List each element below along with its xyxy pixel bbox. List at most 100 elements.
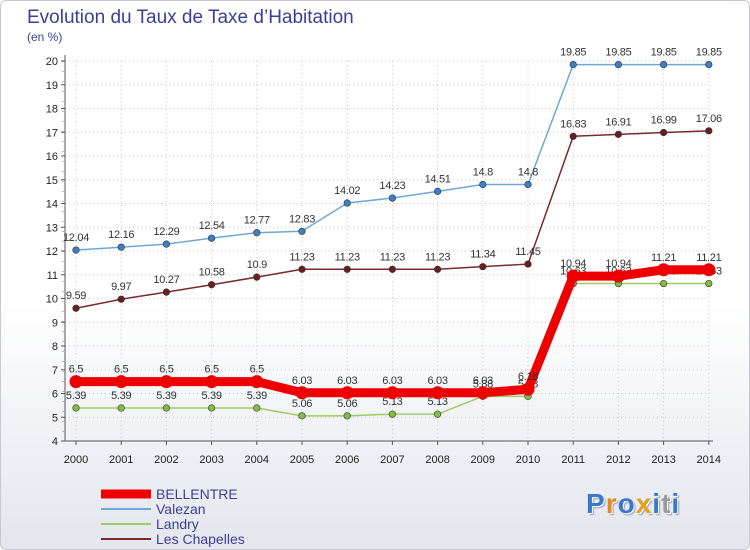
legend-label-bellentre: BELLENTRE xyxy=(156,486,238,502)
data-point-les-chapelles xyxy=(298,265,306,273)
data-label-bellentre: 6.03 xyxy=(382,375,402,387)
data-label-landry: 5.88 xyxy=(473,378,493,390)
data-label-valezan: 19.85 xyxy=(651,47,677,59)
data-point-valezan xyxy=(569,60,577,69)
data-label-les-chapelles: 10.58 xyxy=(199,267,225,279)
series-les-chapelles: 9.59 9.97 10.27 10.58 10.9 11.23 11.23 11.23 11.… xyxy=(66,113,722,312)
data-label-les-chapelles: 11.23 xyxy=(380,251,405,263)
y-axis-unit-label: (en %) xyxy=(27,30,63,44)
data-label-bellentre: 6.03 xyxy=(473,375,493,387)
data-point-valezan xyxy=(388,194,397,202)
data-point-landry xyxy=(434,410,442,418)
data-point-les-chapelles xyxy=(72,304,80,312)
data-label-valezan: 19.85 xyxy=(696,47,722,59)
x-tick-label: 2003 xyxy=(199,454,223,466)
data-label-les-chapelles: 10.27 xyxy=(153,274,179,286)
y-tick-label: 18 xyxy=(46,104,58,116)
x-tick-label: 2013 xyxy=(651,454,675,466)
data-label-bellentre: 11.21 xyxy=(696,252,721,264)
data-label-landry: 5.39 xyxy=(111,390,131,402)
data-point-landry xyxy=(343,412,351,420)
y-tick-label: 7 xyxy=(52,365,58,377)
data-point-bellentre xyxy=(69,375,83,389)
data-label-bellentre: 10.94 xyxy=(605,258,631,270)
data-label-bellentre: 6.03 xyxy=(337,375,357,387)
data-point-bellentre xyxy=(521,382,535,396)
y-tick-label: 15 xyxy=(46,175,58,187)
data-point-bellentre xyxy=(657,263,671,277)
data-point-valezan xyxy=(479,180,487,189)
y-tick-label: 17 xyxy=(46,127,58,139)
data-label-les-chapelles: 16.83 xyxy=(560,118,586,130)
data-label-valezan: 14.23 xyxy=(379,180,405,192)
data-label-les-chapelles: 10.9 xyxy=(247,259,267,271)
data-point-bellentre xyxy=(476,386,490,400)
data-label-landry: 5.06 xyxy=(337,398,357,410)
data-label-valezan: 12.77 xyxy=(244,215,270,227)
x-tick-label: 2012 xyxy=(606,454,630,466)
data-label-landry: 5.39 xyxy=(156,390,176,402)
y-tick-label: 6 xyxy=(52,389,58,401)
y-tick-label: 10 xyxy=(46,294,58,306)
data-label-valezan: 14.8 xyxy=(518,167,538,179)
series-bellentre: 6.5 6.5 6.5 6.5 6.5 6.03 6.03 6.03 6.03 6.03 6.18 1… xyxy=(69,252,722,400)
data-point-valezan xyxy=(705,60,713,69)
logo-letter: x xyxy=(635,488,653,519)
data-point-les-chapelles xyxy=(569,132,577,140)
proxiti-logo: Proxiti xyxy=(586,488,680,520)
data-point-landry xyxy=(117,404,125,412)
data-point-les-chapelles xyxy=(162,288,170,296)
data-label-bellentre: 6.5 xyxy=(250,364,265,376)
data-label-les-chapelles: 11.23 xyxy=(289,251,314,263)
x-tick-label: 2001 xyxy=(109,454,133,466)
data-point-les-chapelles xyxy=(434,265,442,273)
x-tick-label: 2002 xyxy=(154,454,178,466)
data-point-valezan xyxy=(434,187,442,195)
data-point-valezan xyxy=(117,243,125,251)
data-label-les-chapelles: 9.59 xyxy=(66,290,86,302)
data-point-landry xyxy=(659,279,668,288)
data-label-bellentre: 10.94 xyxy=(560,258,586,270)
x-tick-label: 2005 xyxy=(290,454,314,466)
data-label-les-chapelles: 16.99 xyxy=(651,114,677,126)
data-point-les-chapelles xyxy=(343,265,351,273)
data-label-valezan: 12.29 xyxy=(153,226,179,238)
logo-letter: o xyxy=(617,488,636,519)
data-point-les-chapelles xyxy=(479,263,487,271)
data-label-les-chapelles: 17.06 xyxy=(696,113,722,125)
data-point-landry xyxy=(298,412,306,420)
data-point-landry xyxy=(72,404,80,412)
x-tick-label: 2004 xyxy=(245,454,269,466)
data-point-landry xyxy=(208,404,216,412)
data-label-valezan: 19.85 xyxy=(560,47,586,59)
y-tick-label: 16 xyxy=(46,151,58,163)
y-tick-label: 5 xyxy=(52,412,58,424)
data-label-valezan: 14.8 xyxy=(473,167,493,179)
data-label-les-chapelles: 11.23 xyxy=(335,251,360,263)
data-point-les-chapelles xyxy=(253,273,261,281)
logo-letter: P xyxy=(586,488,606,519)
data-label-landry: 5.06 xyxy=(292,398,312,410)
data-label-bellentre: 6.03 xyxy=(292,375,312,387)
data-point-valezan xyxy=(72,246,80,254)
logo-letter: r xyxy=(605,488,618,519)
x-tick-label: 2011 xyxy=(561,454,585,466)
data-label-valezan: 12.54 xyxy=(199,220,225,232)
x-tick-label: 2009 xyxy=(471,454,495,466)
x-tick-label: 2010 xyxy=(516,454,540,466)
data-label-valezan: 19.85 xyxy=(605,47,631,59)
data-label-bellentre: 11.21 xyxy=(651,252,676,264)
data-label-les-chapelles: 11.45 xyxy=(515,246,540,258)
y-tick-label: 12 xyxy=(46,246,58,258)
y-tick-label: 4 xyxy=(52,436,58,448)
logo-letter: t xyxy=(661,488,672,519)
data-label-bellentre: 6.5 xyxy=(204,364,219,376)
y-tick-label: 19 xyxy=(46,80,58,92)
data-point-bellentre xyxy=(431,386,445,400)
data-point-les-chapelles xyxy=(524,260,532,268)
data-point-valezan xyxy=(208,234,216,242)
logo-letter: i xyxy=(671,488,681,519)
data-point-bellentre xyxy=(566,269,580,283)
chart-title: Evolution du Taux de Taxe d’Habitation xyxy=(27,7,354,28)
